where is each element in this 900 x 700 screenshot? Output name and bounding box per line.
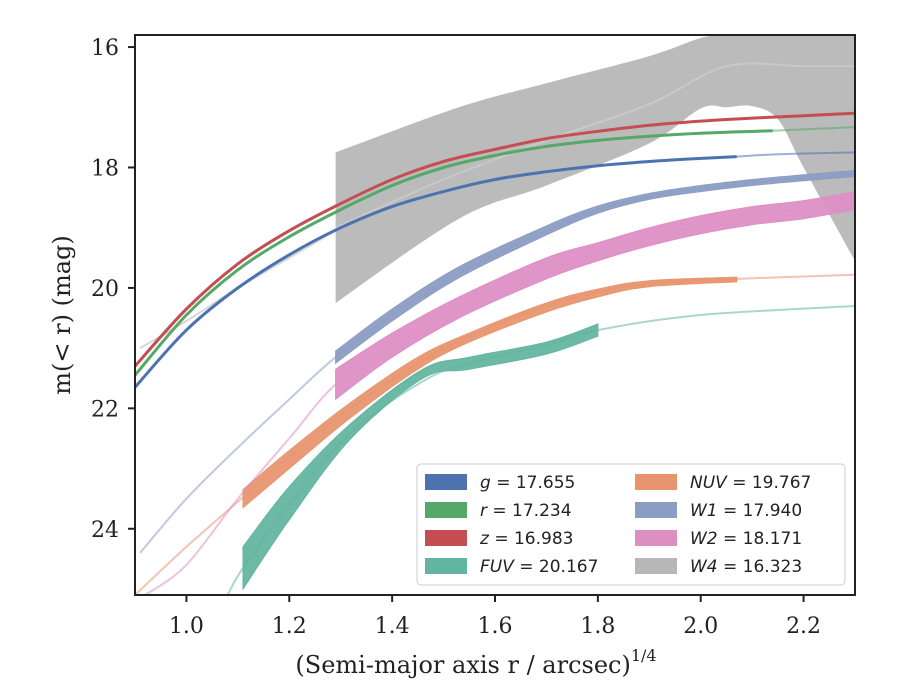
band-w4	[335, 35, 855, 303]
line-w4-center	[335, 62, 855, 229]
legend-band-name: NUV	[690, 473, 728, 493]
line-r	[135, 129, 773, 377]
legend-swatch-r	[425, 502, 467, 518]
x-tick-label: 1.8	[580, 614, 615, 639]
legend-label-w1: W1 = 17.940	[690, 501, 802, 521]
x-axis-ticks: 1.0 1.2 1.4 1.6 1.8 2.0 2.2	[169, 595, 821, 639]
line-w1-extrapolated	[139, 172, 855, 554]
legend-band-name: g	[480, 473, 491, 493]
x-tick-label: 1.2	[272, 614, 307, 639]
y-axis-ticks: 16 18 20 22 24	[91, 36, 135, 543]
line-fuv-extrapolated	[226, 305, 855, 595]
legend-band-name: W2	[690, 529, 718, 549]
legend-band-value: = 18.171	[718, 529, 803, 549]
legend-label-w4: W4 = 16.323	[690, 557, 802, 577]
profile-lines	[135, 62, 855, 595]
line-w2-extrapolated	[144, 199, 855, 595]
x-tick-label: 1.0	[169, 614, 204, 639]
legend-label-r: r = 17.234	[480, 501, 572, 521]
x-tick-label: 1.4	[375, 614, 410, 639]
band-nuv	[242, 276, 738, 509]
legend-swatch-nuv	[635, 474, 677, 490]
legend-swatch-w2	[635, 530, 677, 546]
legend-band-name: r	[480, 501, 488, 521]
legend-band-value: = 16.983	[489, 529, 574, 549]
legend-label-w2: W2 = 18.171	[690, 529, 802, 549]
legend-band-name: W4	[690, 557, 718, 577]
y-tick-label: 16	[91, 36, 119, 61]
line-z	[135, 111, 855, 368]
legend-label-fuv: FUV = 20.167	[480, 557, 598, 577]
band-w1	[335, 169, 855, 365]
y-tick-label: 22	[91, 397, 119, 422]
legend-band-name: z	[479, 529, 490, 549]
band-fuv	[242, 323, 599, 591]
legend-band-value: = 17.234	[487, 501, 572, 521]
legend-band-value: = 16.323	[718, 557, 803, 577]
legend-swatch-w4	[635, 558, 677, 574]
line-g	[135, 155, 737, 389]
legend-label-g: g = 17.655	[480, 473, 575, 493]
x-axis-title-main: (Semi-major axis r / arcsec)	[295, 651, 630, 679]
legend-box	[416, 463, 846, 586]
legend-label-z: z = 16.983	[479, 529, 573, 549]
legend-swatch-fuv	[425, 558, 467, 574]
legend-band-value: = 19.767	[727, 473, 812, 493]
legend-label-nuv: NUV = 19.767	[690, 473, 811, 493]
y-tick-label: 20	[91, 277, 119, 302]
legend-band-value: = 20.167	[514, 557, 599, 577]
y-axis-title: m(< r) (mag)	[48, 235, 76, 394]
band-w2	[335, 191, 855, 401]
x-axis-title-superscript: 1/4	[631, 646, 657, 665]
x-tick-label: 2.2	[786, 614, 821, 639]
y-tick-label: 18	[91, 156, 119, 181]
legend-swatch-g	[425, 474, 467, 490]
x-axis-title: (Semi-major axis r / arcsec)1/4	[295, 646, 656, 679]
x-tick-label: 1.6	[478, 614, 513, 639]
uncertainty-bands	[242, 35, 855, 591]
legend-band-value: = 17.655	[491, 473, 576, 493]
x-tick-label: 2.0	[683, 614, 718, 639]
y-tick-label: 24	[91, 518, 119, 543]
legend-band-name: FUV	[480, 557, 515, 577]
legend-band-value: = 17.940	[718, 501, 803, 521]
legend-band-name: W1	[690, 501, 718, 521]
legend-swatch-z	[425, 530, 467, 546]
legend-swatch-w1	[635, 502, 677, 518]
